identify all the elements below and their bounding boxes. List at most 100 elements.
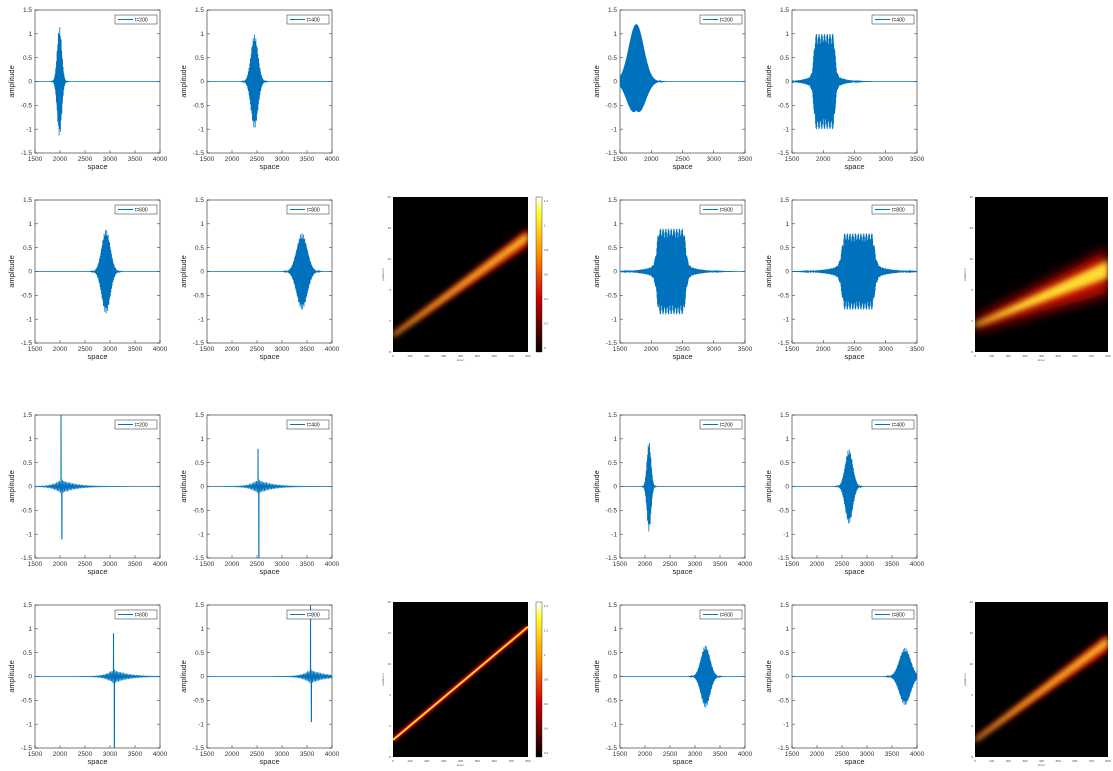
y-tick-label: 1.5 bbox=[780, 602, 789, 609]
x-tick-label: 3500 bbox=[885, 751, 900, 758]
heatmap-y-tick-label: 15 bbox=[388, 226, 392, 230]
series-line bbox=[620, 24, 745, 113]
heatmap-y-tick-label: 20 bbox=[388, 195, 392, 199]
heatmap-y-tick-label: -5 bbox=[970, 350, 973, 354]
y-axis-label: amplitude bbox=[179, 65, 188, 98]
legend-label: t=400 bbox=[307, 422, 320, 428]
colorbar-tick-label: 1 bbox=[544, 653, 546, 657]
x-tick-label: 2000 bbox=[816, 346, 831, 353]
legend-label: t=200 bbox=[135, 422, 148, 428]
y-tick-label: 0 bbox=[613, 269, 617, 276]
heatmap-x-tick-label: 800 bbox=[1105, 759, 1110, 763]
x-tick-label: 2500 bbox=[835, 751, 850, 758]
legend-box bbox=[699, 609, 743, 620]
y-tick-label: 1 bbox=[28, 436, 32, 443]
y-tick-label: 0 bbox=[200, 79, 204, 86]
x-tick-label: 3500 bbox=[128, 561, 143, 568]
y-tick-label: 1.5 bbox=[195, 602, 204, 609]
y-tick-label: 0 bbox=[28, 269, 32, 276]
y-tick-label: -1.5 bbox=[606, 150, 618, 157]
heatmap-streak bbox=[393, 228, 528, 337]
colorbar-tick-label: 0.4 bbox=[544, 297, 549, 301]
y-tick-label: -0.5 bbox=[21, 698, 33, 705]
y-tick-label: 1.5 bbox=[780, 7, 789, 14]
x-axis-label: space bbox=[87, 162, 107, 171]
y-tick-label: 0.5 bbox=[23, 55, 32, 62]
y-axis-label: amplitude bbox=[592, 65, 601, 98]
y-tick-label: 0.5 bbox=[23, 460, 32, 467]
legend-label: t=400 bbox=[892, 17, 905, 23]
heatmap-x-tick-label: 700 bbox=[1089, 759, 1094, 763]
heatmap-x-label: time t bbox=[457, 358, 465, 362]
heatmap-x-tick-label: 700 bbox=[1089, 354, 1094, 358]
y-tick-label: -0.5 bbox=[21, 508, 33, 515]
x-axis-label: space bbox=[844, 757, 864, 766]
x-tick-label: 3000 bbox=[860, 751, 875, 758]
y-tick-label: -1.5 bbox=[21, 150, 33, 157]
legend-label: t=800 bbox=[892, 207, 905, 213]
heatmap-x-label: time t bbox=[457, 763, 465, 767]
heatmap-y-tick-label: 20 bbox=[970, 195, 974, 199]
heatmap-x-tick-label: 300 bbox=[441, 759, 446, 763]
heatmap-y-tick-label: -5 bbox=[388, 350, 391, 354]
heatmap-x-tick-label: 400 bbox=[458, 759, 463, 763]
y-tick-label: -0.5 bbox=[606, 103, 618, 110]
y-tick-label: -0.5 bbox=[193, 103, 205, 110]
x-axis-label: space bbox=[672, 757, 692, 766]
y-tick-label: -1.5 bbox=[193, 340, 205, 347]
y-tick-label: -0.5 bbox=[606, 508, 618, 515]
series-line bbox=[35, 229, 160, 314]
x-tick-label: 2000 bbox=[53, 561, 68, 568]
y-tick-label: 1 bbox=[785, 626, 789, 633]
colorbar-tick-label: 0.4 bbox=[544, 727, 549, 731]
heatmap-y-tick-label: 5 bbox=[971, 288, 973, 292]
x-tick-label: 2000 bbox=[53, 751, 68, 758]
legend-box bbox=[286, 14, 330, 25]
x-tick-label: 2500 bbox=[78, 156, 93, 163]
y-tick-label: 1.5 bbox=[23, 7, 32, 14]
heatmap-background bbox=[393, 602, 528, 757]
y-tick-label: 0 bbox=[28, 484, 32, 491]
y-tick-label: -1 bbox=[783, 316, 789, 323]
x-tick-label: 1500 bbox=[200, 561, 215, 568]
y-tick-label: 1 bbox=[200, 626, 204, 633]
y-axis-label: amplitude bbox=[179, 470, 188, 503]
y-tick-label: 0.5 bbox=[608, 650, 617, 657]
y-tick-label: 0 bbox=[28, 79, 32, 86]
y-tick-label: 0 bbox=[28, 674, 32, 681]
y-tick-label: -1.5 bbox=[193, 555, 205, 562]
x-tick-label: 3500 bbox=[910, 156, 925, 163]
heatmap-y-tick-label: 0 bbox=[389, 319, 391, 323]
y-axis-label: amplitude bbox=[764, 660, 773, 693]
colorbar-tick-label: 0.2 bbox=[544, 751, 549, 755]
colorbar-tick-label: 0 bbox=[544, 346, 546, 350]
x-axis-label: space bbox=[259, 567, 279, 576]
y-tick-label: 1 bbox=[28, 31, 32, 38]
series-line bbox=[792, 233, 917, 310]
y-tick-label: -1 bbox=[26, 316, 32, 323]
y-tick-label: -1.5 bbox=[778, 150, 790, 157]
x-tick-label: 3500 bbox=[300, 561, 315, 568]
heatmap-x-tick-label: 600 bbox=[1072, 759, 1077, 763]
colorbar-tick-label: 1.4 bbox=[544, 604, 549, 608]
series-line bbox=[207, 448, 332, 558]
x-tick-label: 2500 bbox=[250, 561, 265, 568]
x-tick-label: 2500 bbox=[847, 156, 862, 163]
x-tick-label: 2500 bbox=[675, 346, 690, 353]
x-tick-label: 4000 bbox=[153, 561, 168, 568]
x-tick-label: 2500 bbox=[847, 346, 862, 353]
heatmap-y-label: position x bbox=[963, 268, 967, 281]
x-tick-label: 1500 bbox=[613, 156, 628, 163]
heatmap-y-tick-label: -5 bbox=[388, 755, 391, 759]
legend-box bbox=[114, 204, 158, 215]
heatmap-y-tick-label: 15 bbox=[388, 631, 392, 635]
x-tick-label: 2000 bbox=[810, 751, 825, 758]
heatmap-x-tick-label: 400 bbox=[1039, 354, 1044, 358]
x-tick-label: 3000 bbox=[707, 156, 722, 163]
y-tick-label: -1 bbox=[611, 531, 617, 538]
heatmap-x-tick-label: 200 bbox=[1006, 759, 1011, 763]
